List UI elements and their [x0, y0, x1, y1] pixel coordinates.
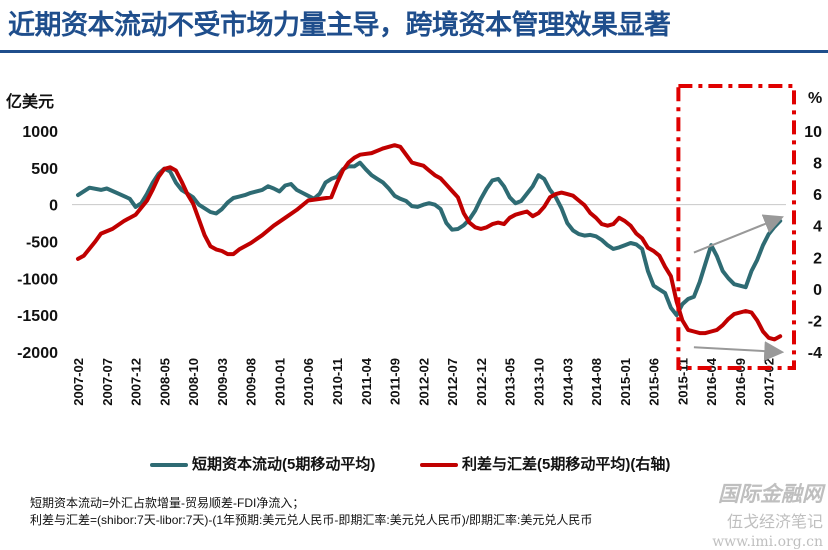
x-tick-label: 2009-03: [215, 358, 230, 406]
y-tick-right: -2: [808, 313, 822, 330]
watermark-url: www.imi.org.cn: [712, 534, 823, 550]
x-tick-label: 2010-01: [272, 358, 287, 406]
series-line-capital-flow: [76, 160, 783, 318]
y-tick-left: -500: [26, 235, 58, 252]
footnote-spread: 利差与汇差=(shibor:7天-libor:7天)-(1年预期:美元兑人民币-…: [30, 513, 593, 527]
x-tick-label: 2008-10: [186, 358, 201, 406]
x-tick-label: 2008-05: [157, 358, 172, 406]
legend-swatch-capital-flow: [150, 463, 188, 468]
legend-label-spread: 利差与汇差(5期移动平均)(右轴): [462, 456, 671, 473]
x-tick-label: 2010-06: [301, 358, 316, 406]
x-tick-label: 2012-12: [474, 358, 489, 406]
y-tick-right: -4: [808, 345, 822, 362]
y-axis-label-left: 亿美元: [6, 92, 54, 111]
x-tick-label: 2010-11: [330, 358, 345, 405]
x-tick-label: 2015-06: [647, 358, 662, 406]
legend-swatch-spread: [420, 463, 458, 468]
x-tick-label: 2007-12: [129, 358, 144, 406]
x-tick-label: 2017-02: [762, 358, 777, 406]
x-tick-label: 2012-02: [416, 358, 431, 406]
x-tick-label: 2013-05: [503, 358, 518, 406]
highlight-box: [676, 84, 797, 370]
x-tick-label: 2016-04: [704, 357, 719, 405]
x-tick-label: 2009-08: [244, 358, 259, 406]
y-tick-left: 1000: [22, 124, 58, 141]
x-tick-label: 2012-07: [445, 358, 460, 406]
y-tick-right: 10: [804, 124, 822, 141]
y-tick-right: 8: [813, 156, 822, 173]
y-tick-right: 6: [813, 187, 822, 204]
x-tick-label: 2007-07: [100, 358, 115, 406]
legend-label-capital-flow: 短期资本流动(5期移动平均): [192, 456, 376, 473]
trend-arrow: [693, 341, 785, 362]
x-tick-label: 2015-01: [618, 358, 633, 406]
legend-item-capital-flow: 短期资本流动(5期移动平均): [150, 455, 375, 475]
x-tick-label: 2014-08: [589, 358, 604, 406]
legend: 短期资本流动(5期移动平均) 利差与汇差(5期移动平均)(右轴): [150, 455, 810, 477]
footnotes: 短期资本流动=外汇占款增量-贸易顺差-FDI净流入； 利差与汇差=(shibor…: [30, 495, 820, 529]
y-tick-left: -1500: [17, 308, 58, 325]
page-title: 近期资本流动不受市场力量主导，跨境资本管理效果显著: [8, 10, 671, 41]
x-tick-label: 2011-09: [388, 358, 403, 405]
legend-item-spread: 利差与汇差(5期移动平均)(右轴): [420, 455, 670, 475]
y-tick-right: 0: [813, 282, 822, 299]
x-tick-label: 2013-10: [531, 358, 546, 406]
x-tick-label: 2007-02: [71, 358, 86, 406]
x-tick-label: 2014-03: [560, 358, 575, 406]
chart: 亿美元 % 1000 500 0 -500 -1000 -1500 -2000 10 8 6 4 2 0 -2…: [6, 84, 822, 406]
y-tick-right: 4: [813, 219, 822, 236]
title-divider: [0, 50, 828, 53]
x-tick-label: 2011-04: [359, 357, 374, 405]
y-tick-left: -2000: [17, 345, 58, 362]
footnote-capital-flow: 短期资本流动=外汇占款增量-贸易顺差-FDI净流入；: [30, 496, 305, 510]
trend-arrow: [693, 214, 784, 254]
y-tick-left: -1000: [17, 271, 58, 288]
y-tick-left: 500: [31, 161, 58, 178]
x-tick-label: 2016-09: [733, 358, 748, 406]
y-tick-right: 2: [813, 250, 822, 267]
y-axis-label-right: %: [808, 90, 822, 107]
y-tick-left: 0: [49, 198, 58, 215]
